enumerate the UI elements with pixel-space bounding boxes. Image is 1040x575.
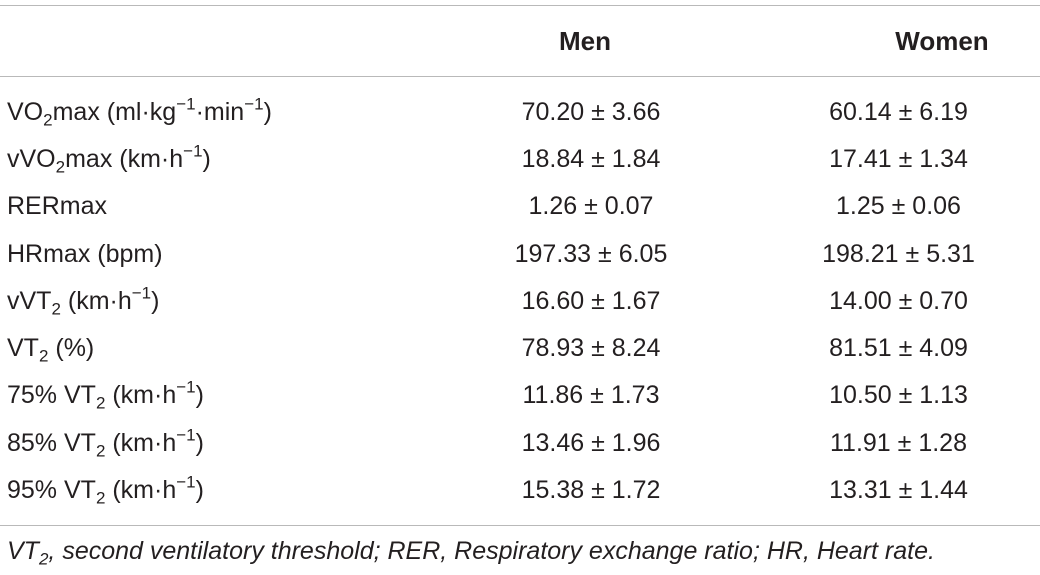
cell-women-value: 13.31 ± 1.44 (829, 476, 968, 505)
table-row: VO2max (ml·kg−1·min−1) 70.20 ± 3.66 60.14 … (0, 88, 1040, 135)
cell-men-value: 1.26 ± 0.07 (528, 192, 654, 221)
cell-men-value: 16.60 ± 1.67 (521, 286, 661, 315)
row-label-text: 95% VT (7, 476, 96, 505)
row-label-text: ) (195, 381, 204, 410)
row-label-text: 85% VT (7, 428, 96, 457)
table-row: 75% VT2 (km·h−1) 11.86 ± 1.73 10.50 ± 1.13 (0, 372, 1040, 419)
row-label-text: ) (195, 428, 204, 457)
row-label-text: ) (151, 286, 160, 315)
cell-women-value: 17.41 ± 1.34 (829, 144, 968, 173)
cell-women-value: 198.21 ± 5.31 (822, 239, 975, 268)
row-label-text: ) (263, 97, 272, 126)
table-row: 95% VT2 (km·h−1) 15.38 ± 1.72 13.31 ± 1.44 (0, 466, 1040, 513)
row-label: vVO2max (km·h−1) (0, 135, 435, 182)
results-table-body: VO2max (ml·kg−1·min−1) 70.20 ± 3.66 60.14 … (0, 88, 1040, 514)
row-label: 95% VT2 (km·h−1) (0, 466, 435, 513)
table-row: VT2 (%) 78.93 ± 8.24 81.51 ± 4.09 (0, 324, 1040, 371)
row-label-text: vVO (7, 144, 56, 173)
row-label-subscript: 2 (95, 488, 106, 508)
row-label: 75% VT2 (km·h−1) (0, 372, 435, 419)
column-header-men: Men (559, 26, 611, 56)
table-bottom-rule (0, 525, 1040, 526)
cell-women-value: 10.50 ± 1.13 (829, 381, 968, 410)
cell-women-value: 11.91 ± 1.28 (830, 428, 967, 457)
row-label-superscript: −1 (176, 425, 196, 445)
column-header-women: Women (895, 26, 989, 56)
row-label-text: (km·h (105, 381, 177, 410)
row-label-text: HRmax (bpm) (7, 239, 163, 268)
row-label-text: (%) (48, 334, 95, 363)
cell-men-value: 70.20 ± 3.66 (521, 97, 661, 126)
row-label-superscript: −1 (244, 94, 264, 114)
row-label-text: (km·h (105, 476, 177, 505)
cell-men-value: 197.33 ± 6.05 (514, 239, 668, 268)
row-label-superscript: −1 (176, 377, 196, 397)
row-label: VT2 (%) (0, 324, 435, 371)
row-label-text: ·min (195, 97, 245, 126)
row-label-superscript: −1 (183, 141, 203, 161)
table-row: vVO2max (km·h−1) 18.84 ± 1.84 17.41 ± 1.34 (0, 135, 1040, 182)
row-label-subscript: 2 (43, 110, 53, 130)
row-label-text: 75% VT (7, 381, 96, 410)
table-row: vVT2 (km·h−1) 16.60 ± 1.67 14.00 ± 0.70 (0, 277, 1040, 324)
row-label: RERmax (0, 183, 435, 230)
row-label-subscript: 2 (95, 393, 106, 413)
cell-women-value: 81.51 ± 4.09 (829, 334, 968, 363)
table-top-rule (0, 5, 1040, 6)
row-label: HRmax (bpm) (0, 230, 435, 277)
row-label-text: VT (7, 334, 39, 363)
row-label-text: (km·h (105, 428, 177, 457)
row-label: VO2max (ml·kg−1·min−1) (0, 88, 435, 135)
table-row: HRmax (bpm) 197.33 ± 6.05 198.21 ± 5.31 (0, 230, 1040, 277)
row-label-superscript: −1 (176, 472, 196, 492)
footnote-text: , second ventilatory threshold; RER, Res… (48, 537, 935, 565)
cell-men-value: 11.86 ± 1.73 (522, 381, 660, 410)
table-row: 85% VT2 (km·h−1) 13.46 ± 1.96 11.91 ± 1.28 (0, 419, 1040, 466)
row-label: 85% VT2 (km·h−1) (0, 419, 435, 466)
row-label-subscript: 2 (38, 346, 49, 366)
row-label-text: vVT (7, 286, 52, 315)
row-label-text: VO (7, 97, 44, 126)
row-label-text: ) (195, 476, 204, 505)
row-label-superscript: −1 (176, 94, 196, 114)
table-footnote: VT2, second ventilatory threshold; RER, … (7, 536, 935, 569)
cell-women-value: 60.14 ± 6.19 (829, 97, 968, 126)
row-label-text: max (km·h (65, 144, 184, 173)
table-row: RERmax 1.26 ± 0.07 1.25 ± 0.06 (0, 183, 1040, 230)
cell-women-value: 14.00 ± 0.70 (829, 286, 968, 315)
row-label-superscript: −1 (131, 283, 152, 303)
row-label-text: (km·h (60, 286, 132, 315)
row-label-subscript: 2 (51, 299, 61, 319)
cell-men-value: 78.93 ± 8.24 (521, 334, 661, 363)
row-label-subscript: 2 (95, 441, 106, 461)
row-label-text: max (ml·kg (52, 97, 177, 126)
cell-men-value: 18.84 ± 1.84 (521, 144, 661, 173)
footnote-subscript: 2 (38, 549, 49, 569)
header-divider-rule (0, 76, 1040, 77)
results-table: VO2max (ml·kg−1·min−1) 70.20 ± 3.66 60.14 … (0, 88, 1040, 514)
cell-women-value: 1.25 ± 0.06 (836, 192, 961, 221)
row-label: vVT2 (km·h−1) (0, 277, 435, 324)
cell-men-value: 15.38 ± 1.72 (521, 476, 661, 505)
cell-men-value: 13.46 ± 1.96 (521, 428, 661, 457)
footnote-prefix: VT (7, 537, 39, 565)
row-label-text: ) (202, 144, 211, 173)
row-label-subscript: 2 (55, 157, 66, 177)
row-label-text: RERmax (7, 192, 108, 221)
